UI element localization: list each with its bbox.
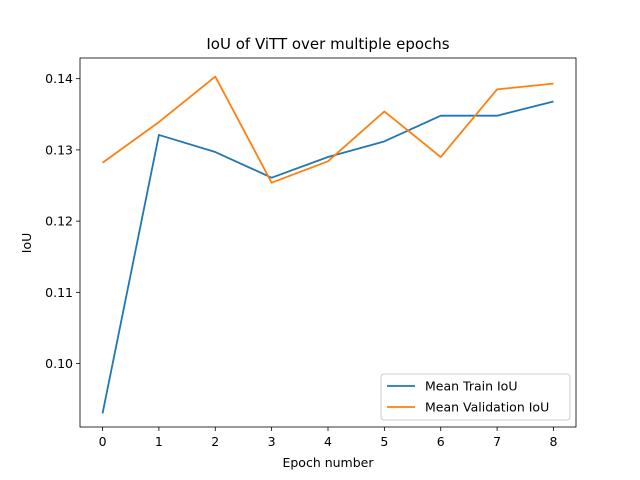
y-axis-ticks: 0.10 0.11 0.12 0.13 0.14 — [45, 71, 80, 371]
legend-label-train: Mean Train IoU — [425, 379, 517, 394]
x-tick-label: 5 — [380, 434, 388, 449]
x-axis-ticks: 0 1 2 3 4 5 6 7 8 — [99, 427, 557, 449]
y-tick-label: 0.13 — [45, 142, 73, 157]
series-line-train — [101, 100, 554, 414]
legend: Mean Train IoU Mean Validation IoU — [380, 373, 571, 421]
x-tick-label: 7 — [493, 434, 501, 449]
legend-box — [380, 373, 571, 421]
x-tick-label: 3 — [268, 434, 276, 449]
series-layer — [101, 75, 554, 414]
y-tick-label: 0.10 — [45, 356, 73, 371]
x-tick-label: 0 — [99, 434, 107, 449]
legend-label-validation: Mean Validation IoU — [425, 400, 549, 415]
x-tick-label: 4 — [324, 434, 332, 449]
x-tick-label: 2 — [211, 434, 219, 449]
chart-title: IoU of ViTT over multiple epochs — [206, 35, 449, 53]
y-tick-label: 0.12 — [45, 214, 73, 229]
x-tick-label: 1 — [155, 434, 163, 449]
y-axis-label: IoU — [19, 233, 34, 253]
x-tick-label: 6 — [437, 434, 445, 449]
y-tick-label: 0.14 — [45, 71, 73, 86]
y-tick-label: 0.11 — [45, 285, 73, 300]
series-line-validation — [102, 75, 554, 184]
x-axis-label: Epoch number — [282, 455, 374, 470]
x-tick-label: 8 — [549, 434, 557, 449]
